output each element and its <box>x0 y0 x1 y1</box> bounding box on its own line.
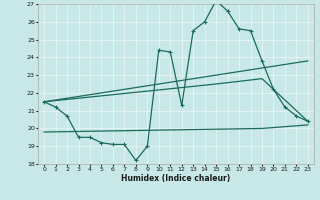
X-axis label: Humidex (Indice chaleur): Humidex (Indice chaleur) <box>121 174 231 183</box>
